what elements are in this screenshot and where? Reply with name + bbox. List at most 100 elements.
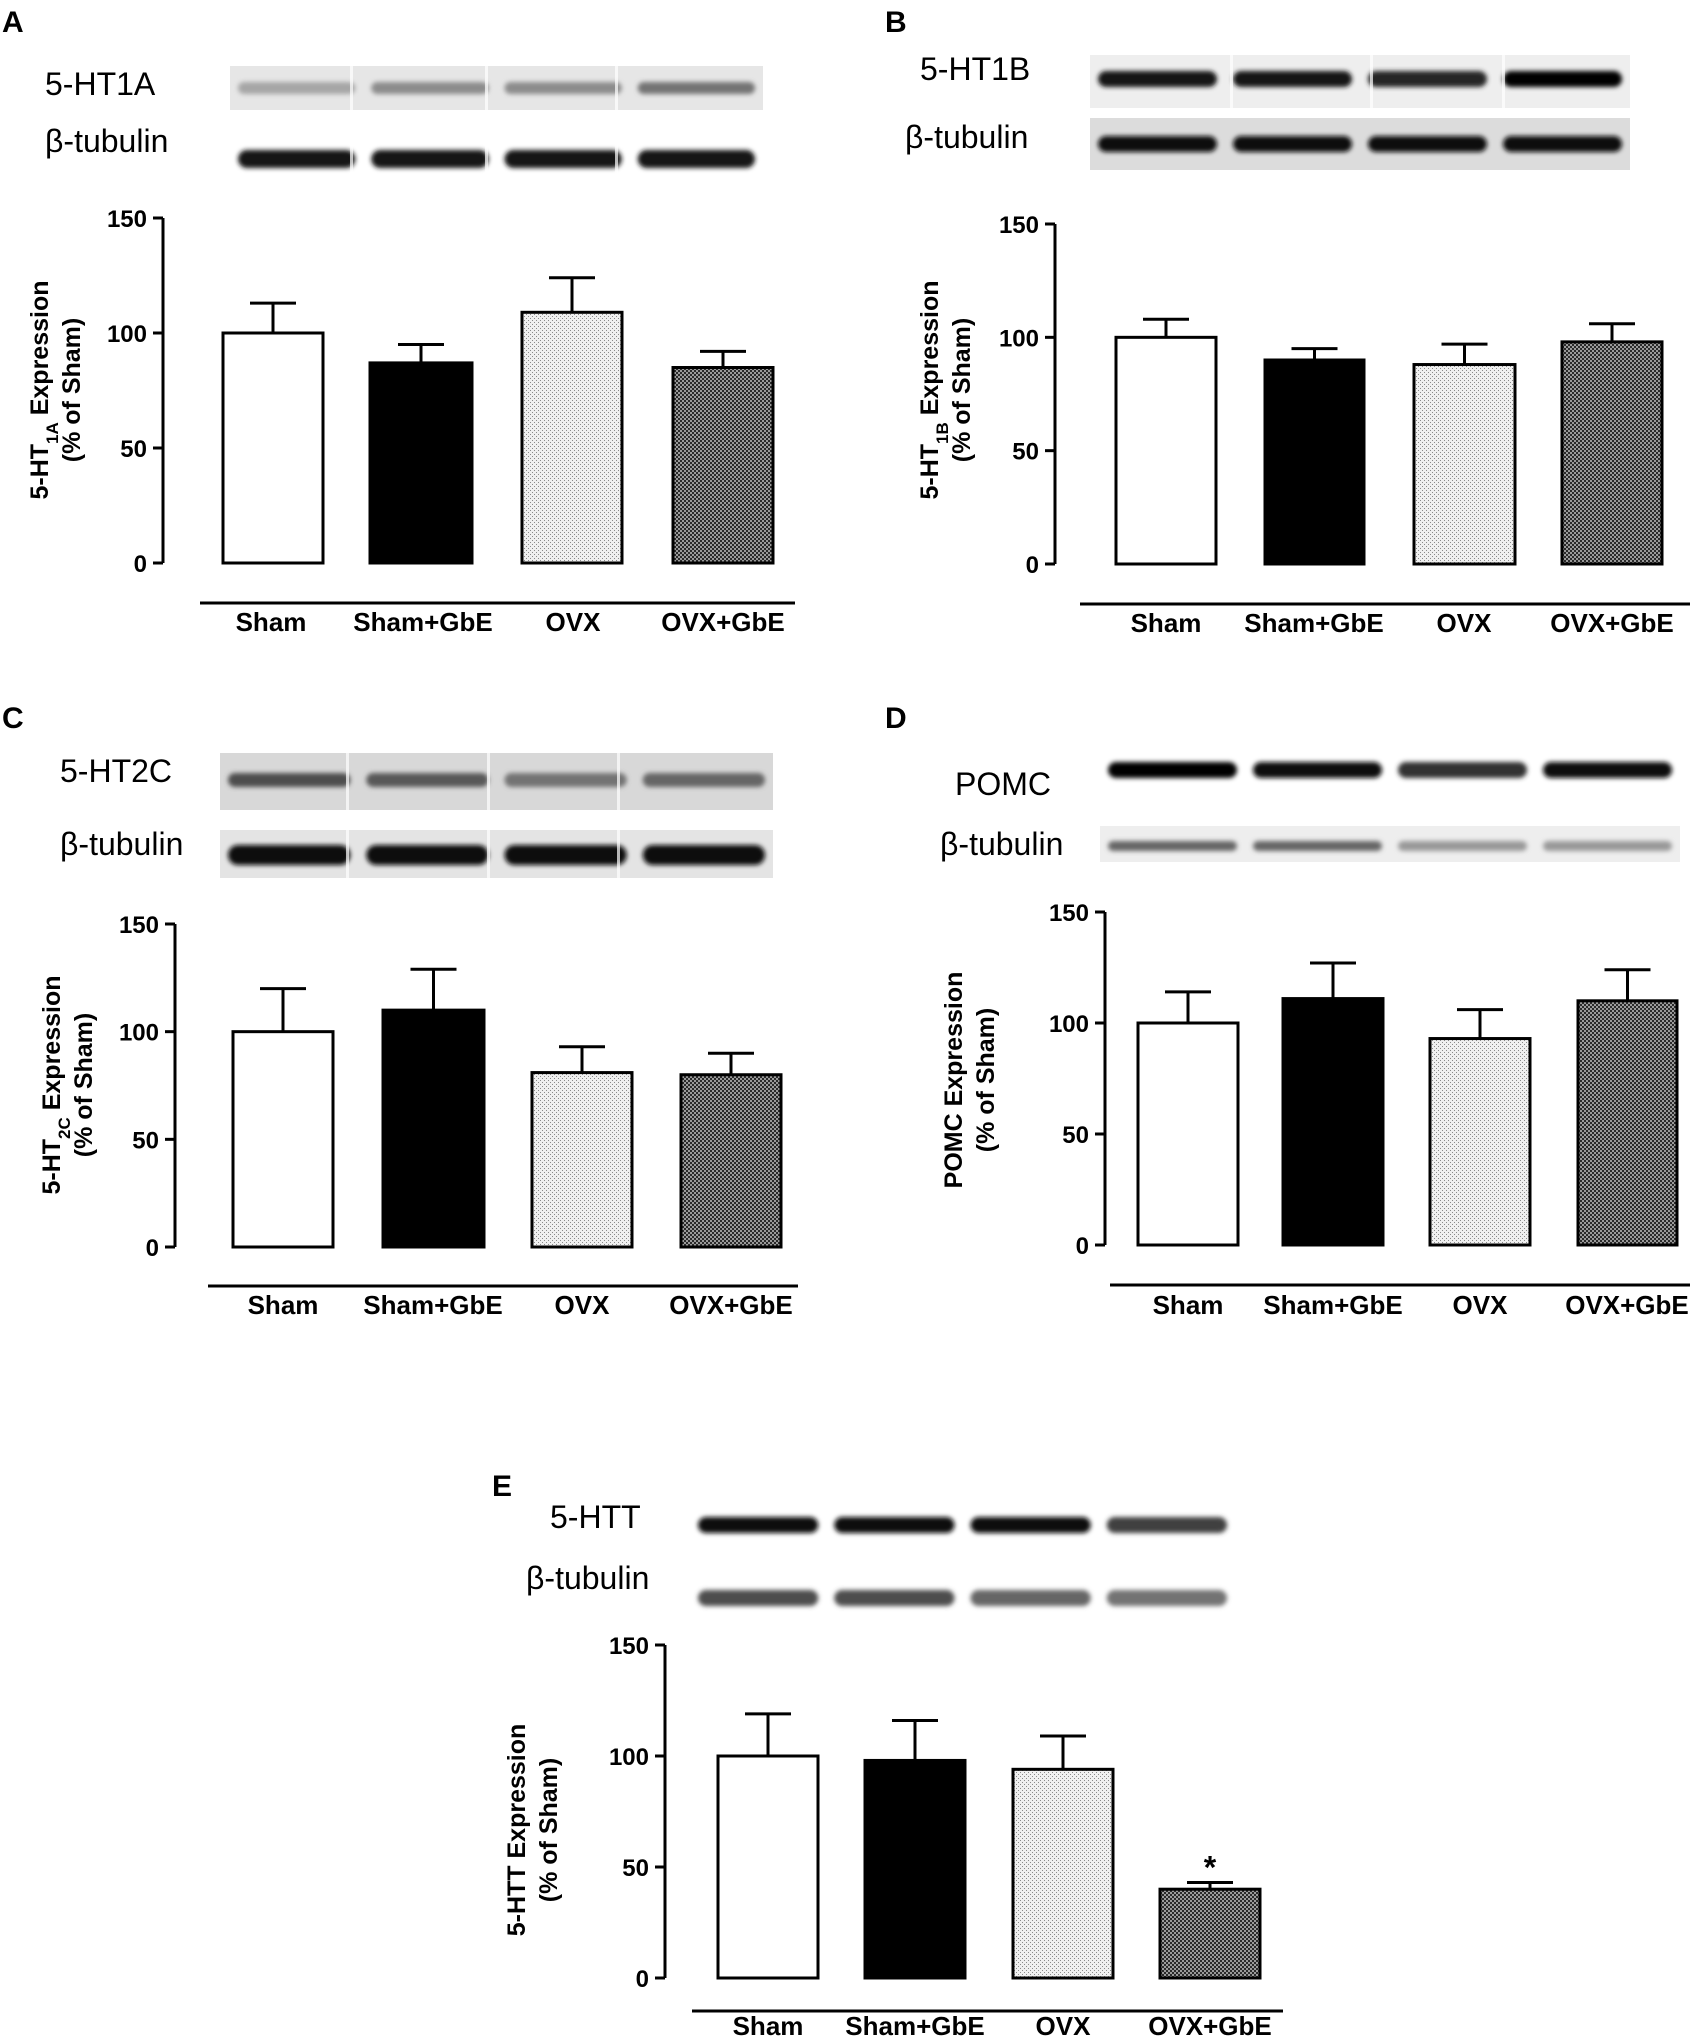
blot-band: [1106, 1590, 1227, 1606]
y-tick-label: 150: [1049, 900, 1089, 927]
category-label-sham: Sham: [248, 1290, 319, 1320]
panel-letter-b: B: [885, 6, 907, 39]
y-tick-label: 150: [999, 212, 1039, 239]
blot-band: [238, 150, 356, 168]
bar-ovx: [1412, 363, 1517, 566]
blot-e: 5-HTT β-tubulin: [526, 1497, 1235, 1617]
y-label-main: 5-HT: [916, 444, 944, 500]
y-label-rest: Expression: [38, 975, 66, 1117]
blot-band: [1398, 762, 1527, 778]
bar-sham: [1136, 1021, 1240, 1247]
blot-band: [1098, 71, 1217, 87]
blot-band: [228, 845, 351, 865]
blot-lane-gap: [615, 66, 618, 110]
y-tick-label: 150: [119, 912, 159, 939]
blot-band: [1106, 1517, 1227, 1533]
bar-ovx: [1428, 1037, 1532, 1247]
blot-band: [834, 1590, 955, 1606]
y-tick-label: 50: [120, 436, 147, 463]
category-label-ovx: OVX: [1036, 2011, 1092, 2041]
blot-band: [642, 845, 765, 865]
y-tick-label: 0: [636, 1966, 649, 1993]
category-label-ovx: OVX: [1453, 1290, 1509, 1320]
blot-lane-gap: [485, 140, 488, 174]
blot-label-5-ht2c: 5-HT2C: [60, 753, 172, 789]
bar-sham-plus-gbe: [381, 1008, 486, 1249]
panel-letter-e: E: [492, 1470, 512, 1503]
y-label-main: 5-HTT Expression: [503, 1724, 531, 1937]
y-label-subscript: 2C: [55, 1117, 74, 1139]
blot-label-5-ht1b: 5-HT1B: [920, 51, 1030, 87]
category-label-sham-plus-gbe: Sham+GbE: [1244, 608, 1383, 638]
bar-sham: [231, 1030, 335, 1249]
bar-ovx-plus-gbe: [1158, 1887, 1262, 1980]
y-axis-c: 0 50 100 150: [119, 912, 177, 1262]
category-label-sham: Sham: [1153, 1290, 1224, 1320]
y-tick-label: 50: [132, 1127, 159, 1154]
blot-band: [371, 82, 489, 94]
y-label-main: POMC Expression: [940, 972, 968, 1189]
blot-band: [970, 1517, 1091, 1533]
blot-band: [698, 1517, 819, 1533]
blot-band: [1108, 841, 1237, 851]
y-axis-label-line2-b: (% of Sham): [948, 318, 976, 462]
bar-ovx-plus-gbe: [671, 366, 775, 565]
y-axis-d: 0 50 100 150: [1049, 900, 1107, 1260]
y-tick-label: 100: [1049, 1011, 1089, 1038]
blot-label-5-ht1a: 5-HT1A: [45, 66, 156, 102]
y-tick-label: 100: [609, 1744, 649, 1771]
y-axis-a: 0 50 100 150: [107, 206, 165, 578]
blot-label-tubulin: β-tubulin: [60, 826, 183, 862]
blot-lane-gap: [346, 753, 349, 810]
blot-band: [637, 150, 755, 168]
bar-sham-plus-gbe: [368, 361, 474, 565]
bar-sham: [221, 331, 325, 565]
bar-ovx: [520, 310, 624, 565]
blot-band: [1098, 136, 1217, 152]
blot-lane-gap: [350, 140, 353, 174]
blot-band: [366, 845, 489, 865]
blot-label-tubulin: β-tubulin: [526, 1560, 649, 1596]
y-axis-label-d: POMC Expression: [940, 972, 968, 1189]
panel-letter-d: D: [885, 702, 907, 735]
category-label-sham-plus-gbe: Sham+GbE: [845, 2011, 984, 2041]
y-tick-label: 50: [622, 1855, 649, 1882]
category-label-sham: Sham: [1131, 608, 1202, 638]
blot-band: [1233, 71, 1352, 87]
panel-c: C 5-HT2C β-tubulin 0 50 100 150 5-HT2C Expressi…: [2, 702, 798, 1320]
blot-lane-gap: [617, 830, 620, 878]
category-label-sham: Sham: [236, 607, 307, 637]
blot-band: [504, 82, 622, 94]
category-label-sham-plus-gbe: Sham+GbE: [1263, 1290, 1402, 1320]
category-label-ovx: OVX: [546, 607, 602, 637]
blot-lane-gap: [617, 753, 620, 810]
y-label-rest: Expression: [916, 280, 944, 422]
blot-lane-gap: [1230, 55, 1233, 108]
blot-b: 5-HT1B β-tubulin: [905, 51, 1630, 170]
y-tick-label: 100: [119, 1020, 159, 1047]
blot-band: [366, 773, 489, 787]
blot-label-tubulin: β-tubulin: [45, 123, 168, 159]
blot-band: [1543, 841, 1672, 851]
y-axis-label-c: 5-HT2C Expression: [38, 975, 74, 1194]
blot-band: [1543, 762, 1672, 778]
category-label-ovx-plus-gbe: OVX+GbE: [1148, 2011, 1272, 2041]
bar-sham: [1114, 335, 1218, 566]
panel-a: A 5-HT1A β-tubulin 0 50 100 150 5-HT1A Expressi…: [2, 6, 795, 637]
y-tick-label: 0: [1076, 1233, 1089, 1260]
blot-band: [698, 1590, 819, 1606]
y-tick-label: 0: [134, 551, 147, 578]
significance-marker: *: [1204, 1850, 1217, 1886]
y-label-subscript: 1A: [43, 422, 62, 444]
y-axis-label-e: 5-HTT Expression: [503, 1724, 531, 1937]
y-axis-label-line2-a: (% of Sham): [58, 318, 86, 462]
category-label-sham-plus-gbe: Sham+GbE: [353, 607, 492, 637]
blot-lane-gap: [615, 140, 618, 174]
category-label-ovx-plus-gbe: OVX+GbE: [1550, 608, 1674, 638]
blot-label-tubulin: β-tubulin: [940, 826, 1063, 862]
y-tick-label: 150: [609, 1633, 649, 1660]
category-label-sham-plus-gbe: Sham+GbE: [363, 1290, 502, 1320]
bar-sham-plus-gbe: [1263, 358, 1366, 566]
blot-band: [504, 150, 622, 168]
